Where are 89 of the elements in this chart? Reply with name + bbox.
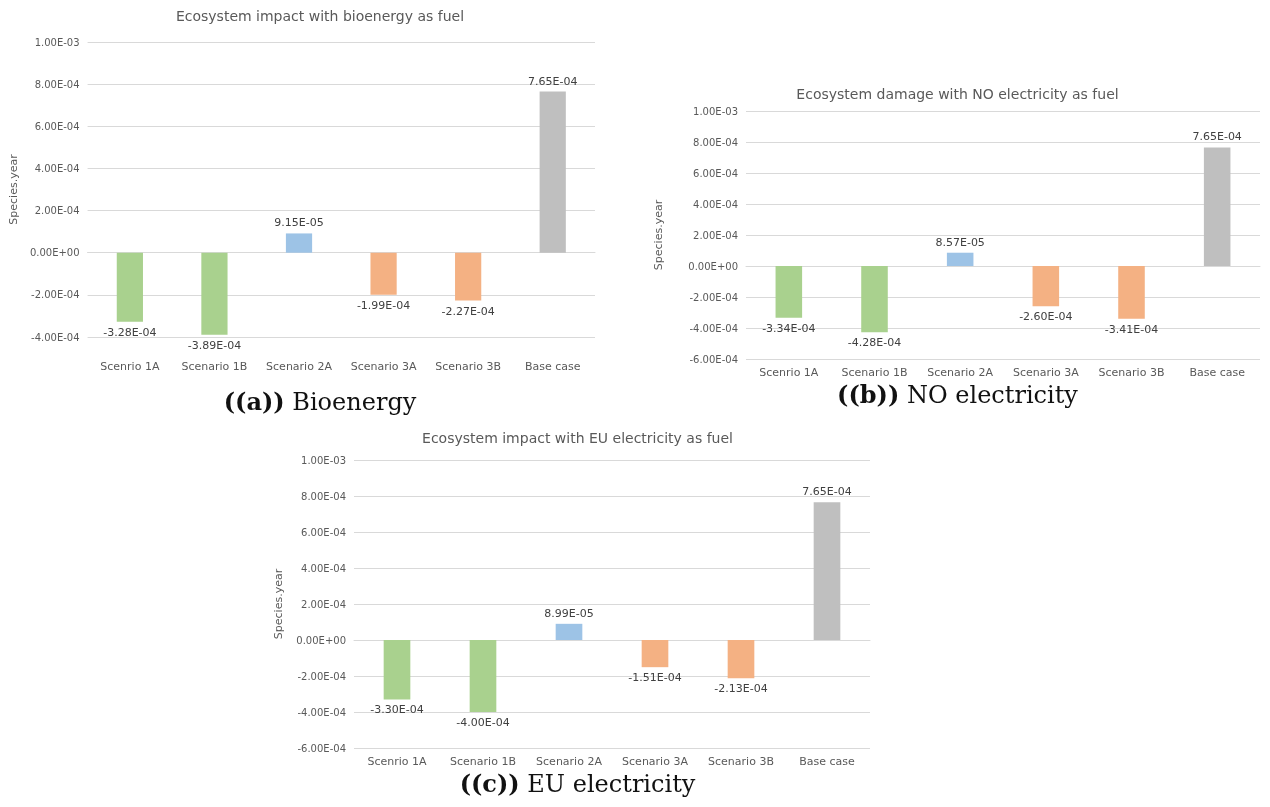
bar xyxy=(861,266,888,333)
y-tick-label: 4.00E-04 xyxy=(34,162,80,174)
chart-title: Ecosystem impact with bioenergy as fuel xyxy=(175,8,465,24)
x-tick-label: Scenario 3A xyxy=(622,755,689,768)
y-tick-label: -2.00E-04 xyxy=(297,670,346,682)
data-label: -3.28E-04 xyxy=(103,325,157,339)
text: ((a)) Bioenergy xyxy=(222,387,418,416)
y-tick-label: -4.00E-04 xyxy=(297,706,346,718)
bar xyxy=(539,91,566,253)
data-label: -3.30E-04 xyxy=(370,703,424,717)
bar xyxy=(116,252,143,322)
bar xyxy=(946,252,974,266)
y-tick-label: 0.00E+00 xyxy=(29,247,80,259)
bar xyxy=(775,266,803,318)
x-tick-label: Scenario 2A xyxy=(536,755,603,768)
data-label: 8.99E-05 xyxy=(544,606,594,620)
data-label: -4.00E-04 xyxy=(456,716,510,729)
y-tick-label: -2.00E-04 xyxy=(31,289,80,301)
y-tick-label: 1.00E-03 xyxy=(301,454,346,466)
x-tick-label: Scenrio 1A xyxy=(100,360,160,373)
y-tick-label: 2.00E-04 xyxy=(301,598,346,610)
text: ((b)) NO electricity xyxy=(836,380,1079,409)
x-tick-label: Scenario 3B xyxy=(435,360,502,373)
bar xyxy=(1032,266,1060,307)
y-tick-label: 8.00E-04 xyxy=(34,78,80,90)
x-tick-label: Scenrio 1A xyxy=(759,366,819,379)
x-tick-label: Scenario 1B xyxy=(841,366,908,379)
x-tick-label: Base case xyxy=(1189,366,1246,379)
y-tick-label: 6.00E-04 xyxy=(693,167,738,179)
data-label: 7.65E-04 xyxy=(802,485,852,499)
chart-title: Ecosystem impact with EU electricity as fuel xyxy=(422,430,733,446)
data-label: 7.65E-04 xyxy=(1192,130,1242,144)
y-tick-label: 8.00E-04 xyxy=(693,136,738,148)
bar xyxy=(285,233,313,253)
text: ((c)) EU electricity xyxy=(458,769,697,798)
x-tick-label: Scenario 1B xyxy=(181,360,248,373)
x-tick-label: Scenario 3A xyxy=(350,360,417,373)
x-tick-label: Scenario 2A xyxy=(927,366,994,379)
bar xyxy=(201,252,228,335)
y-axis-title: Species.year xyxy=(272,568,285,640)
data-label: -3.34E-04 xyxy=(762,321,816,335)
y-tick-label: 1.00E-03 xyxy=(34,36,80,48)
bar xyxy=(455,252,482,301)
bar xyxy=(1203,147,1231,266)
x-tick-label: Scenario 3A xyxy=(1012,366,1080,379)
y-axis-title: Species.year xyxy=(652,199,665,271)
y-tick-label: 6.00E-04 xyxy=(34,120,80,132)
data-label: -4.28E-04 xyxy=(847,336,902,350)
y-tick-label: 1.00E-03 xyxy=(693,105,738,117)
bar xyxy=(727,640,755,679)
data-label: 9.15E-05 xyxy=(274,216,324,230)
y-tick-label: 4.00E-04 xyxy=(301,562,346,574)
y-tick-label: -6.00E-04 xyxy=(297,742,346,754)
x-tick-label: Scenario 1B xyxy=(450,755,516,768)
bar xyxy=(813,502,841,640)
bar xyxy=(469,640,497,712)
bar xyxy=(1118,266,1145,319)
x-tick-label: Scenario 3B xyxy=(708,755,774,768)
y-tick-label: 4.00E-04 xyxy=(693,198,738,210)
bar xyxy=(555,623,583,640)
y-tick-label: 6.00E-04 xyxy=(301,526,346,538)
x-tick-label: Base case xyxy=(524,360,581,373)
x-tick-label: Base case xyxy=(799,755,856,768)
y-tick-label: 8.00E-04 xyxy=(301,490,346,502)
y-axis-title: Species.year xyxy=(7,153,20,225)
chart-title: Ecosystem damage with NO electricity as fuel xyxy=(796,86,1119,102)
bar xyxy=(641,640,669,668)
y-tick-label: 0.00E+00 xyxy=(688,260,738,272)
y-tick-label: 2.00E-04 xyxy=(693,229,738,241)
y-tick-label: -4.00E-04 xyxy=(689,322,738,334)
data-label: -2.27E-04 xyxy=(441,304,495,318)
data-label: -2.60E-04 xyxy=(1019,310,1073,324)
data-label: -1.99E-04 xyxy=(356,298,411,312)
x-tick-label: Scenario 2A xyxy=(266,360,333,373)
data-label: -1.51E-04 xyxy=(628,671,682,685)
x-tick-label: Scenrio 1A xyxy=(367,755,428,768)
bar xyxy=(383,640,411,700)
y-tick-label: -2.00E-04 xyxy=(689,291,738,303)
data-label: 8.57E-05 xyxy=(935,235,985,249)
bar xyxy=(370,252,397,295)
data-label: -2.13E-04 xyxy=(714,682,768,696)
data-label: -3.41E-04 xyxy=(1104,322,1159,336)
y-tick-label: -4.00E-04 xyxy=(31,331,80,343)
y-tick-label: 2.00E-04 xyxy=(34,205,80,217)
data-label: 7.65E-04 xyxy=(528,74,578,88)
y-tick-label: 0.00E+00 xyxy=(296,634,346,646)
y-tick-label: -6.00E-04 xyxy=(689,353,738,365)
data-label: -3.89E-04 xyxy=(187,338,242,352)
x-tick-label: Scenario 3B xyxy=(1098,366,1165,379)
